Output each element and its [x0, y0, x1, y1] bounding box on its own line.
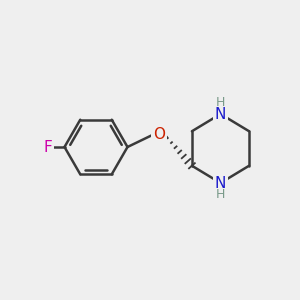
Text: N: N: [215, 106, 226, 122]
Text: H: H: [216, 188, 225, 201]
Text: F: F: [44, 140, 52, 154]
Text: H: H: [216, 96, 225, 109]
Text: N: N: [215, 176, 226, 190]
Text: O: O: [153, 127, 165, 142]
